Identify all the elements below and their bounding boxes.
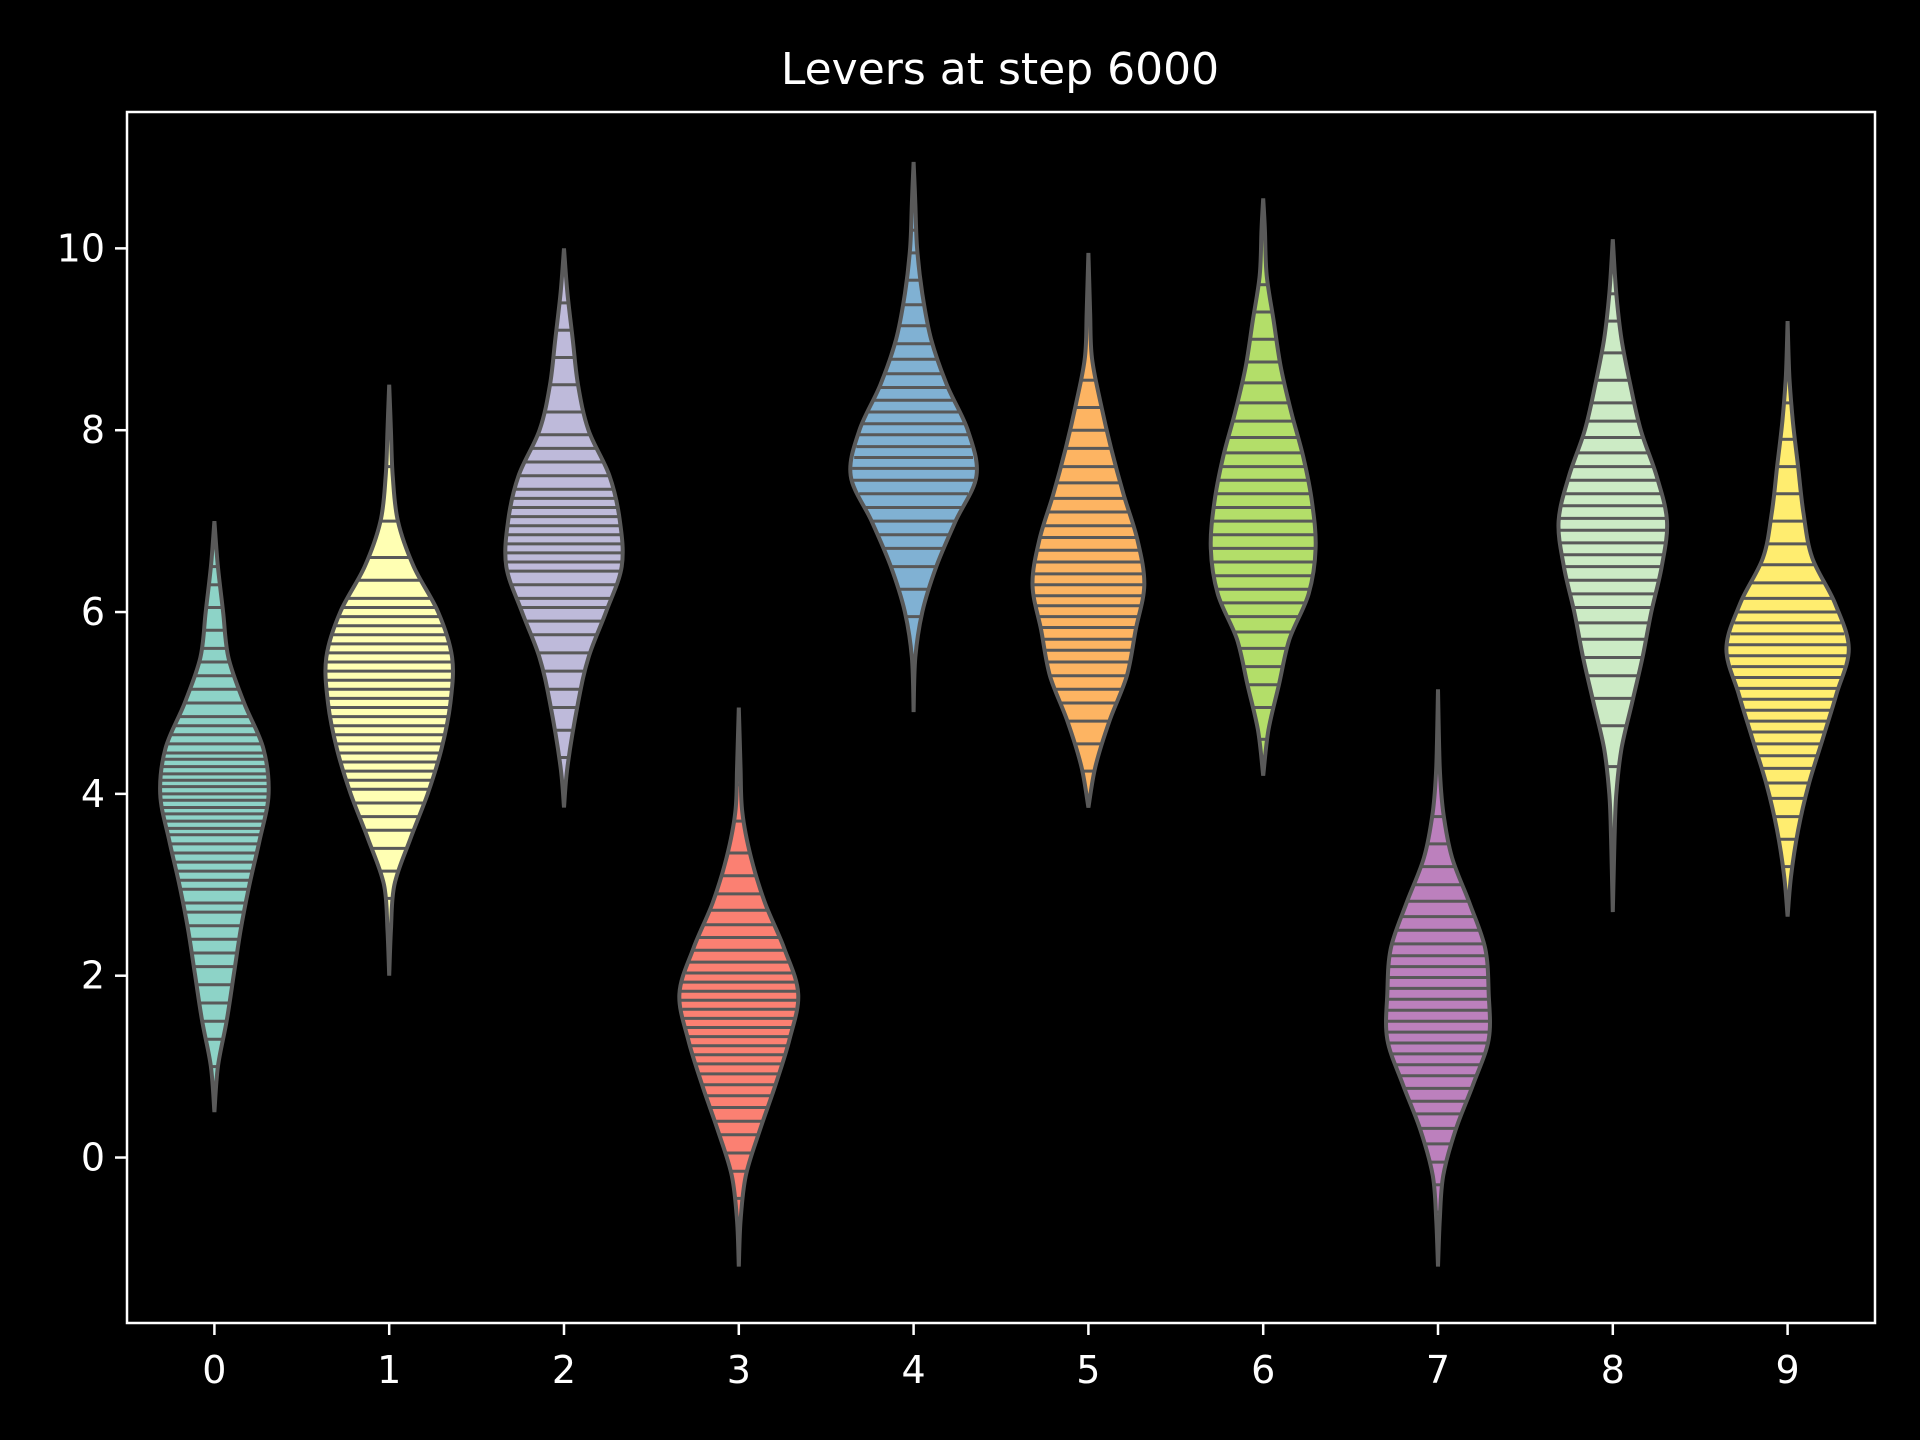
y-tick-label-0: 0 xyxy=(81,1136,105,1180)
violin-3 xyxy=(677,707,801,1267)
violin-outline-9 xyxy=(1724,321,1851,917)
violin-0 xyxy=(158,520,271,1113)
violin-outline-2 xyxy=(503,248,625,808)
y-tick-label-10: 10 xyxy=(57,226,105,270)
x-tick-label-8: 8 xyxy=(1601,1348,1625,1392)
violin-outline-7 xyxy=(1383,689,1493,1267)
violin-outline-6 xyxy=(1208,198,1318,776)
violin-2 xyxy=(503,248,625,808)
violin-body-fill-2 xyxy=(505,248,623,808)
y-tick-label-2: 2 xyxy=(81,954,105,998)
violin-body-fill-5 xyxy=(1032,252,1145,808)
x-tick-label-0: 0 xyxy=(202,1348,226,1392)
x-axis: 0 1 2 3 4 5 6 7 8 9 xyxy=(202,1323,1800,1392)
violin-5 xyxy=(1030,252,1147,808)
violin-body-fill-0 xyxy=(160,521,269,1113)
x-tick-label-2: 2 xyxy=(552,1348,576,1392)
x-tick-label-4: 4 xyxy=(902,1348,926,1392)
violin-outline-4 xyxy=(848,161,979,713)
violin-8 xyxy=(1556,239,1670,913)
violins-group xyxy=(158,161,1851,1267)
y-tick-label-4: 4 xyxy=(81,772,105,816)
violin-body-fill-3 xyxy=(679,707,799,1267)
x-tick-label-9: 9 xyxy=(1776,1348,1800,1392)
violin-1 xyxy=(323,384,455,976)
violin-outline-5 xyxy=(1030,252,1147,808)
x-tick-label-6: 6 xyxy=(1251,1348,1275,1392)
x-tick-label-1: 1 xyxy=(377,1348,401,1392)
y-tick-label-6: 6 xyxy=(81,590,105,634)
plot-frame xyxy=(125,110,1877,1325)
x-tick-label-5: 5 xyxy=(1076,1348,1100,1392)
x-tick-label-7: 7 xyxy=(1426,1348,1450,1392)
violin-7 xyxy=(1383,689,1493,1267)
violin-body-fill-4 xyxy=(850,162,977,712)
chart-title: Levers at step 6000 xyxy=(781,44,1219,95)
y-tick-label-8: 8 xyxy=(81,408,105,452)
violin-body-fill-9 xyxy=(1726,321,1849,917)
y-axis: 0 2 4 6 8 10 xyxy=(57,226,127,1180)
violin-body-fill-8 xyxy=(1558,239,1668,913)
violin-outline-3 xyxy=(677,707,801,1267)
violin-6 xyxy=(1208,198,1318,776)
violin-9 xyxy=(1724,321,1851,917)
violin-outline-8 xyxy=(1556,239,1670,913)
violin-4 xyxy=(848,161,979,713)
violin-outline-0 xyxy=(158,520,271,1113)
x-tick-label-3: 3 xyxy=(727,1348,751,1392)
violin-outline-1 xyxy=(323,384,455,976)
